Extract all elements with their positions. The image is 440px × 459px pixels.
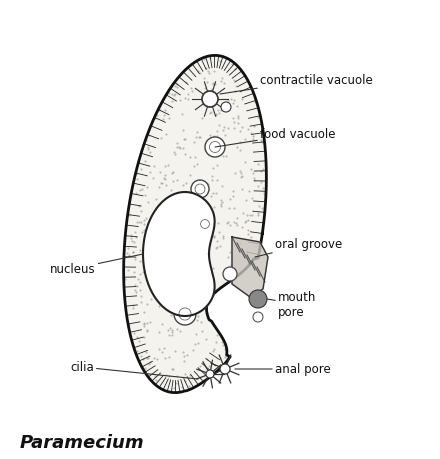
Text: nucleus: nucleus	[50, 254, 143, 276]
Circle shape	[249, 291, 267, 308]
Circle shape	[191, 180, 209, 199]
Text: mouth
pore: mouth pore	[267, 291, 316, 318]
Circle shape	[220, 364, 230, 374]
Circle shape	[197, 217, 213, 233]
Polygon shape	[143, 193, 215, 316]
Text: Paramecium: Paramecium	[20, 433, 145, 451]
Circle shape	[253, 312, 263, 322]
Polygon shape	[124, 56, 266, 393]
Text: anal pore: anal pore	[235, 363, 331, 375]
Circle shape	[205, 138, 225, 157]
Circle shape	[174, 303, 196, 325]
Polygon shape	[232, 237, 268, 297]
Text: oral groove: oral groove	[255, 238, 342, 257]
Circle shape	[221, 103, 231, 113]
Text: cilia: cilia	[70, 361, 198, 379]
Circle shape	[223, 268, 237, 281]
Circle shape	[206, 370, 214, 378]
Text: contractile vacuole: contractile vacuole	[220, 73, 373, 95]
Circle shape	[202, 92, 218, 108]
Text: food vacuole: food vacuole	[215, 128, 335, 148]
